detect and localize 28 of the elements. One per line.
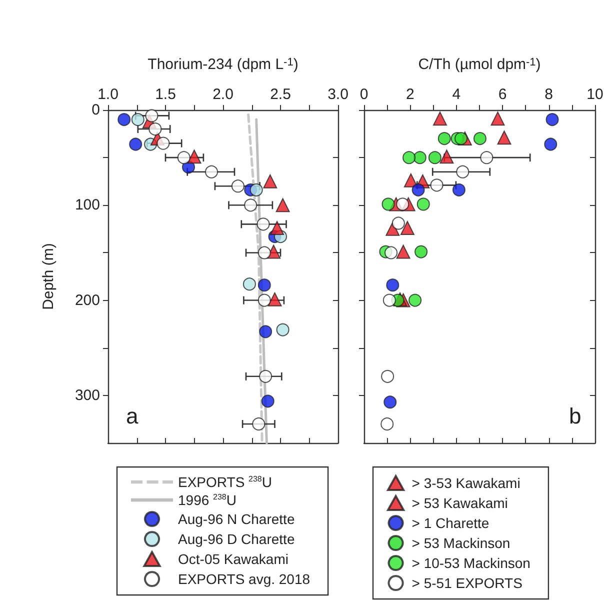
legend-label: Aug-96 D Charette — [178, 531, 295, 547]
x-tick-label: 4 — [452, 86, 461, 103]
legend-label: > 5-51 EXPORTS — [412, 575, 522, 591]
legend-label: Oct-05 Kawakami — [178, 551, 288, 567]
y-tick-label: 0 — [92, 102, 100, 118]
x-tick-label: 2.5 — [270, 86, 291, 103]
legend-label: > 3-53 Kawakami — [412, 475, 520, 491]
x-tick-label: 2 — [406, 86, 414, 103]
x-tick-label: 10 — [586, 86, 604, 103]
annotation: a — [126, 404, 139, 428]
y-axis-title: Depth (m) — [40, 243, 57, 310]
legend-label: > 53 Kawakami — [412, 495, 508, 511]
x-tick-label: 3.0 — [328, 86, 348, 103]
legend-label: > 10-53 Mackinson — [412, 555, 530, 571]
annotation: b — [569, 404, 582, 428]
x-tick-label: 8 — [544, 86, 553, 103]
legend-label: Aug-96 N Charette — [178, 511, 295, 527]
x-tick-label: 1.5 — [155, 86, 176, 103]
x-tick-label: 1.0 — [98, 86, 118, 103]
legend-label: > 1 Charette — [412, 515, 490, 531]
y-tick-label: 300 — [74, 386, 100, 404]
x-tick-label: 6 — [498, 86, 507, 103]
y-tick-label: 200 — [74, 292, 100, 309]
legend-label: > 53 Mackinson — [412, 535, 510, 551]
legend-label: EXPORTS avg. 2018 — [178, 571, 310, 587]
x-tick-label: 0 — [360, 86, 368, 103]
y-tick-label: 100 — [74, 196, 100, 214]
x-tick-label: 2.0 — [212, 86, 234, 103]
